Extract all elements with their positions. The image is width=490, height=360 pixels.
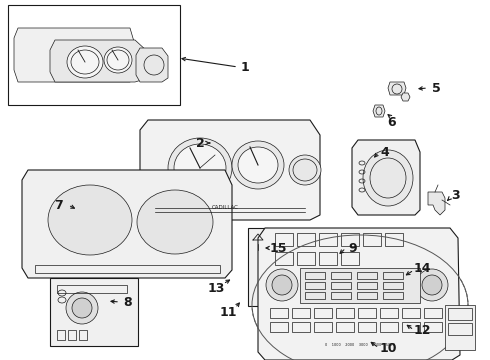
Ellipse shape (66, 292, 98, 324)
Bar (270, 308, 288, 318)
Bar (292, 308, 310, 318)
Bar (357, 282, 377, 289)
Text: CADILLAC: CADILLAC (212, 204, 239, 210)
Bar (275, 233, 293, 246)
Bar (331, 292, 351, 299)
Bar (57, 330, 65, 340)
Bar (50, 278, 138, 346)
Text: 8: 8 (123, 296, 132, 309)
Bar (305, 282, 325, 289)
Bar (314, 308, 332, 318)
Bar (402, 308, 420, 318)
Text: 7: 7 (53, 198, 62, 212)
Text: 6: 6 (388, 116, 396, 129)
Bar (297, 252, 315, 265)
Polygon shape (22, 170, 232, 278)
Bar (319, 233, 337, 246)
Text: 5: 5 (432, 81, 441, 95)
Bar (79, 330, 87, 340)
Ellipse shape (238, 147, 278, 183)
Text: 14: 14 (413, 261, 431, 275)
Bar (35, 265, 220, 273)
Bar (448, 323, 472, 335)
Bar (314, 322, 332, 332)
Bar (383, 292, 403, 299)
Ellipse shape (72, 298, 92, 318)
Bar (305, 272, 325, 279)
Polygon shape (388, 82, 406, 95)
Ellipse shape (232, 141, 284, 189)
Polygon shape (373, 105, 385, 117)
Polygon shape (428, 192, 445, 215)
Bar (357, 292, 377, 299)
Bar (336, 308, 354, 318)
Bar (358, 322, 376, 332)
Bar (336, 322, 354, 332)
Ellipse shape (363, 150, 413, 206)
Polygon shape (258, 228, 460, 360)
Ellipse shape (416, 269, 448, 301)
Ellipse shape (104, 47, 132, 73)
Bar (380, 308, 398, 318)
Bar (300, 268, 420, 303)
Text: 4: 4 (381, 145, 390, 158)
Ellipse shape (266, 269, 298, 301)
Text: 3: 3 (451, 189, 459, 202)
Bar (341, 252, 359, 265)
Polygon shape (208, 143, 220, 154)
Bar (445, 305, 475, 350)
Bar (380, 322, 398, 332)
Bar (319, 252, 337, 265)
Polygon shape (401, 93, 410, 101)
Bar (383, 282, 403, 289)
Bar (248, 228, 268, 306)
Polygon shape (50, 40, 148, 82)
Bar (424, 322, 442, 332)
Bar (57, 285, 127, 293)
Bar (8, 5, 180, 105)
Ellipse shape (272, 275, 292, 295)
Text: 12: 12 (413, 324, 431, 337)
Ellipse shape (137, 190, 213, 254)
Bar (357, 272, 377, 279)
Ellipse shape (422, 275, 442, 295)
Bar (68, 330, 76, 340)
Bar (358, 308, 376, 318)
Bar (297, 233, 315, 246)
Bar (383, 272, 403, 279)
Bar (424, 308, 442, 318)
Text: 15: 15 (269, 242, 287, 255)
Text: 10: 10 (379, 342, 397, 355)
Text: 11: 11 (219, 306, 237, 319)
Bar (341, 233, 359, 246)
Polygon shape (140, 120, 320, 220)
Text: 1: 1 (241, 60, 249, 73)
Polygon shape (136, 48, 168, 82)
Bar (448, 308, 472, 320)
Text: 9: 9 (349, 242, 357, 255)
Polygon shape (222, 140, 234, 152)
Bar (363, 233, 381, 246)
Bar (402, 322, 420, 332)
Bar (305, 292, 325, 299)
Text: 0    1000    2000    3000    4000    5000: 0 1000 2000 3000 4000 5000 (325, 343, 395, 347)
Text: 13: 13 (207, 282, 225, 294)
Ellipse shape (48, 185, 132, 255)
Ellipse shape (289, 155, 321, 185)
Text: 2: 2 (196, 136, 204, 149)
Ellipse shape (174, 144, 226, 192)
Bar (331, 282, 351, 289)
Bar (385, 233, 403, 246)
Bar (331, 272, 351, 279)
Ellipse shape (168, 138, 232, 198)
Ellipse shape (67, 46, 103, 78)
Bar (270, 322, 288, 332)
Bar (292, 322, 310, 332)
Polygon shape (352, 140, 420, 215)
Polygon shape (14, 28, 135, 82)
Bar (275, 252, 293, 265)
